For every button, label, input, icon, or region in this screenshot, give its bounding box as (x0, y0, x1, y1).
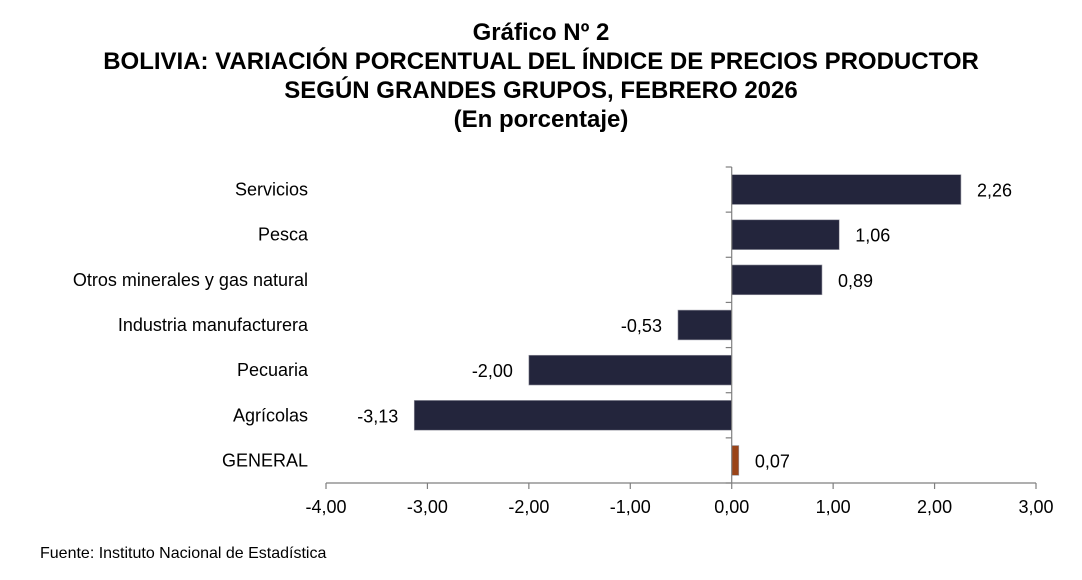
x-tick-label: 3,00 (1018, 497, 1053, 517)
bar-0 (731, 174, 962, 205)
data-label: -0,53 (621, 316, 662, 336)
data-label: -3,13 (357, 406, 398, 426)
chart-title: Gráfico Nº 2 BOLIVIA: VARIACIÓN PORCENTU… (0, 18, 1082, 134)
category-label: Industria manufacturera (118, 315, 309, 335)
labels: Servicios 2,26 Pesca 1,06 Otros minerales y … (73, 180, 1054, 517)
chart-title-line-3: SEGÚN GRANDES GRUPOS, FEBRERO 2026 (284, 77, 798, 104)
axes (325, 166, 1037, 489)
data-label: 0,07 (755, 451, 790, 471)
chart-title-line-2: BOLIVIA: VARIACIÓN PORCENTUAL DEL ÍNDICE… (103, 48, 979, 75)
bar-3 (677, 309, 733, 341)
category-label: Otros minerales y gas natural (73, 270, 308, 290)
x-tick-label: 1,00 (816, 497, 851, 517)
bar-2 (731, 264, 823, 296)
category-label: Servicios (235, 180, 308, 200)
category-label: Pecuaria (237, 360, 309, 380)
bar-5 (413, 400, 733, 431)
x-tick-label: -4,00 (305, 497, 346, 517)
category-label: GENERAL (222, 450, 308, 470)
data-label: -2,00 (472, 361, 513, 381)
source-note: Fuente: Instituto Nacional de Estadístic… (40, 545, 327, 562)
data-label: 0,89 (838, 271, 873, 291)
x-tick-label: -3,00 (407, 497, 448, 517)
bars (413, 174, 962, 476)
x-tick-label: -2,00 (508, 497, 549, 517)
x-tick-label: 2,00 (917, 497, 952, 517)
chart-title-line-1: Gráfico Nº 2 (472, 19, 610, 46)
x-tick-label: 0,00 (714, 497, 749, 517)
chart-subtitle: (En porcentaje) (453, 106, 629, 133)
category-label: Agrícolas (233, 405, 308, 425)
bar-1 (731, 219, 840, 250)
data-label: 2,26 (977, 181, 1012, 201)
data-label: 1,06 (855, 226, 890, 246)
category-label: Pesca (258, 225, 309, 245)
bar-4 (528, 354, 733, 386)
x-tick-label: -1,00 (610, 497, 651, 517)
bar-6 (731, 445, 740, 476)
